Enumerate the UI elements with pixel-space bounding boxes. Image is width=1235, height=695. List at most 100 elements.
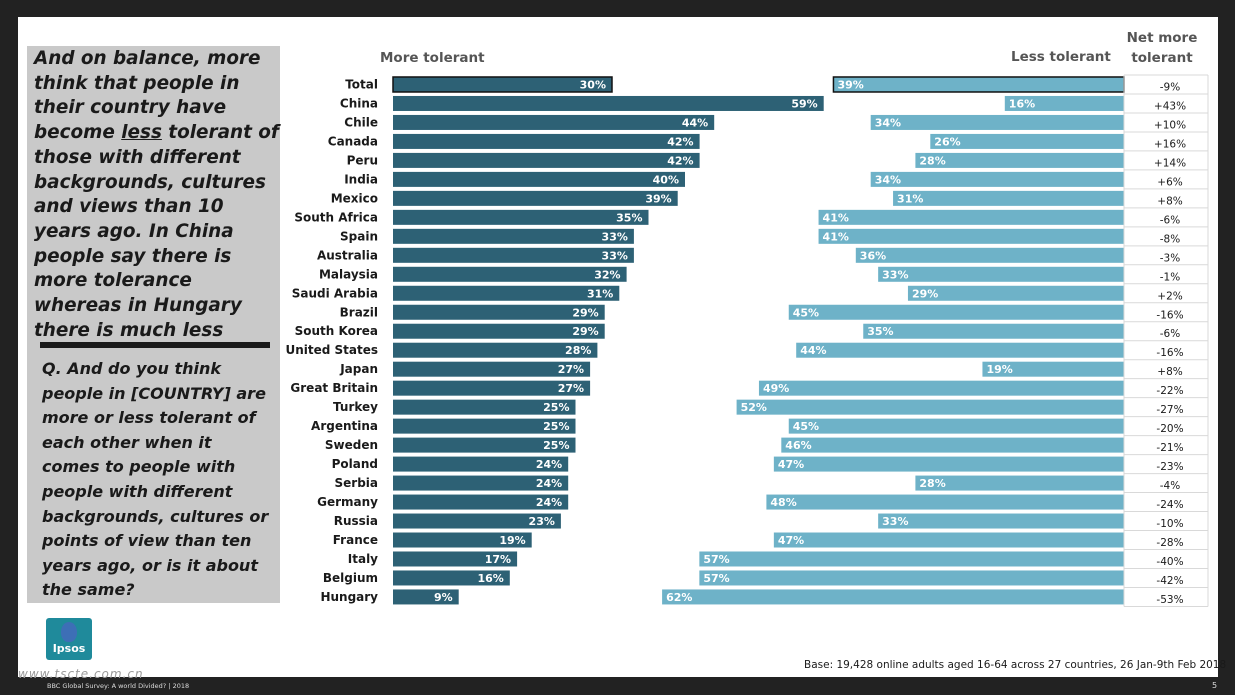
label-more-tolerant: 40% — [653, 173, 679, 186]
label-more-tolerant: 32% — [594, 268, 620, 281]
category-label: Turkey — [333, 400, 378, 414]
label-more-tolerant: 27% — [558, 382, 584, 395]
divider — [40, 342, 270, 348]
bar-less-tolerant — [699, 570, 1124, 586]
category-label: France — [333, 533, 378, 547]
footer-source: BBC Global Survey: A world Divided? | 20… — [47, 682, 190, 690]
category-label: Japan — [339, 362, 378, 376]
label-less-tolerant: 44% — [800, 344, 826, 357]
bar-more-tolerant — [393, 114, 715, 130]
bar-more-tolerant — [393, 551, 518, 567]
label-less-tolerant: 16% — [1009, 97, 1035, 110]
bar-more-tolerant — [393, 570, 510, 586]
category-label: South Korea — [295, 324, 378, 338]
label-more-tolerant: 39% — [645, 192, 671, 205]
net-value: -24% — [1156, 499, 1183, 511]
net-value: -4% — [1160, 480, 1180, 492]
bar-less-tolerant — [832, 76, 1125, 93]
label-more-tolerant: 28% — [565, 344, 591, 357]
bar-less-tolerant — [788, 304, 1124, 320]
net-value: -6% — [1160, 214, 1180, 226]
bar-less-tolerant — [982, 361, 1124, 377]
label-more-tolerant: 33% — [602, 230, 628, 243]
bar-more-tolerant — [393, 380, 591, 396]
bar-more-tolerant — [393, 266, 627, 282]
label-less-tolerant: 33% — [882, 268, 908, 281]
net-value: +16% — [1154, 138, 1186, 150]
label-more-tolerant: 30% — [580, 78, 606, 91]
bar-less-tolerant — [907, 285, 1124, 301]
category-label: India — [344, 172, 378, 186]
header-more-tolerant: More tolerant — [380, 50, 485, 66]
label-more-tolerant: 35% — [616, 211, 642, 224]
category-label: Spain — [340, 229, 378, 243]
label-less-tolerant: 19% — [986, 363, 1012, 376]
label-less-tolerant: 34% — [875, 116, 901, 129]
label-less-tolerant: 29% — [912, 287, 938, 300]
net-value: -6% — [1160, 328, 1180, 340]
label-less-tolerant: 62% — [666, 591, 692, 604]
bar-more-tolerant — [393, 513, 561, 529]
net-value: -16% — [1156, 347, 1183, 359]
bar-more-tolerant — [392, 76, 613, 93]
label-less-tolerant: 39% — [837, 78, 863, 91]
bar-more-tolerant — [393, 209, 649, 225]
label-more-tolerant: 44% — [682, 116, 708, 129]
net-value: +6% — [1157, 176, 1182, 188]
net-value: -16% — [1156, 309, 1183, 321]
bar-more-tolerant — [393, 437, 576, 453]
logo-text: Ipsos — [52, 642, 86, 655]
category-label: Hungary — [320, 590, 378, 604]
bar-less-tolerant — [796, 342, 1124, 358]
left-panel — [27, 46, 280, 603]
category-label: Total — [345, 77, 378, 91]
bar-more-tolerant — [393, 133, 700, 149]
bar-more-tolerant — [393, 342, 598, 358]
bar-more-tolerant — [393, 323, 605, 339]
bar-more-tolerant — [393, 456, 569, 472]
category-label: Chile — [344, 115, 378, 129]
bar-more-tolerant — [393, 494, 569, 510]
bar-less-tolerant — [818, 209, 1124, 225]
category-label: Belgium — [323, 571, 378, 585]
bars-layer: Total 30% 39% -9% China 59% 16% +43% Chile 44% 34%… — [285, 74, 1209, 607]
bar-more-tolerant — [393, 532, 532, 548]
label-less-tolerant: 46% — [785, 439, 811, 452]
bar-less-tolerant — [773, 532, 1124, 548]
watermark: www.tscte.com.cn — [18, 667, 144, 681]
net-value: -21% — [1156, 442, 1183, 454]
bar-more-tolerant — [393, 361, 591, 377]
label-more-tolerant: 17% — [485, 553, 511, 566]
net-value: -3% — [1160, 252, 1180, 264]
category-label: Mexico — [331, 191, 378, 205]
net-value: +10% — [1154, 119, 1186, 131]
label-more-tolerant: 16% — [477, 572, 503, 585]
bar-less-tolerant — [915, 152, 1124, 168]
category-label: Serbia — [335, 476, 379, 490]
category-label: Brazil — [340, 305, 378, 319]
category-label: Canada — [328, 134, 378, 148]
headline-pre: And on balance, more think that people i… — [34, 48, 261, 144]
label-less-tolerant: 36% — [860, 249, 886, 262]
category-label: Russia — [334, 514, 378, 528]
bar-more-tolerant — [393, 152, 700, 168]
header-net-line1: Net more — [1127, 30, 1198, 46]
label-more-tolerant: 25% — [543, 401, 569, 414]
net-value: -23% — [1156, 461, 1183, 473]
net-value: +43% — [1154, 100, 1186, 112]
label-less-tolerant: 47% — [778, 534, 804, 547]
net-value: +2% — [1157, 290, 1182, 302]
label-less-tolerant: 57% — [703, 572, 729, 585]
bar-less-tolerant — [870, 171, 1124, 187]
label-less-tolerant: 41% — [823, 230, 849, 243]
label-more-tolerant: 24% — [536, 458, 562, 471]
bar-less-tolerant — [870, 114, 1124, 130]
category-label: Australia — [317, 248, 378, 262]
category-label: Sweden — [325, 438, 378, 452]
net-value: -53% — [1156, 594, 1183, 606]
label-less-tolerant: 49% — [763, 382, 789, 395]
label-less-tolerant: 57% — [703, 553, 729, 566]
net-value: -40% — [1156, 556, 1183, 568]
net-value: +14% — [1154, 157, 1186, 169]
label-more-tolerant: 19% — [499, 534, 525, 547]
